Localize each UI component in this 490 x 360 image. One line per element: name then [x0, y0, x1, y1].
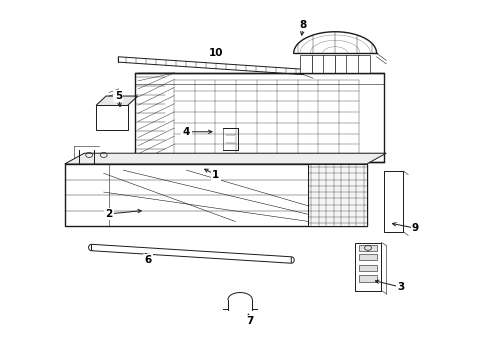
Text: 6: 6 [144, 255, 151, 265]
Bar [359, 265, 376, 271]
Text: 3: 3 [397, 282, 405, 292]
Bar [335, 55, 347, 73]
Bar [323, 55, 336, 73]
Bar [358, 55, 370, 73]
Polygon shape [92, 244, 291, 263]
Bar [300, 55, 312, 73]
Bar [312, 55, 324, 73]
Polygon shape [65, 153, 386, 164]
Polygon shape [97, 96, 138, 105]
Bar [359, 275, 376, 282]
Polygon shape [118, 57, 303, 75]
Bar [355, 243, 381, 291]
Text: 2: 2 [105, 209, 112, 219]
Text: 4: 4 [183, 127, 190, 137]
Bar [346, 55, 359, 73]
Text: 7: 7 [246, 316, 253, 326]
Text: 5: 5 [115, 91, 122, 101]
Text: 10: 10 [209, 48, 223, 58]
Text: 1: 1 [212, 170, 220, 180]
Polygon shape [65, 164, 367, 226]
Bar [97, 105, 128, 130]
Polygon shape [308, 164, 367, 226]
Bar [359, 245, 376, 251]
Text: 9: 9 [412, 223, 419, 233]
Text: 8: 8 [300, 19, 307, 30]
Polygon shape [135, 73, 384, 162]
Bar [384, 171, 403, 232]
Bar [359, 254, 376, 260]
